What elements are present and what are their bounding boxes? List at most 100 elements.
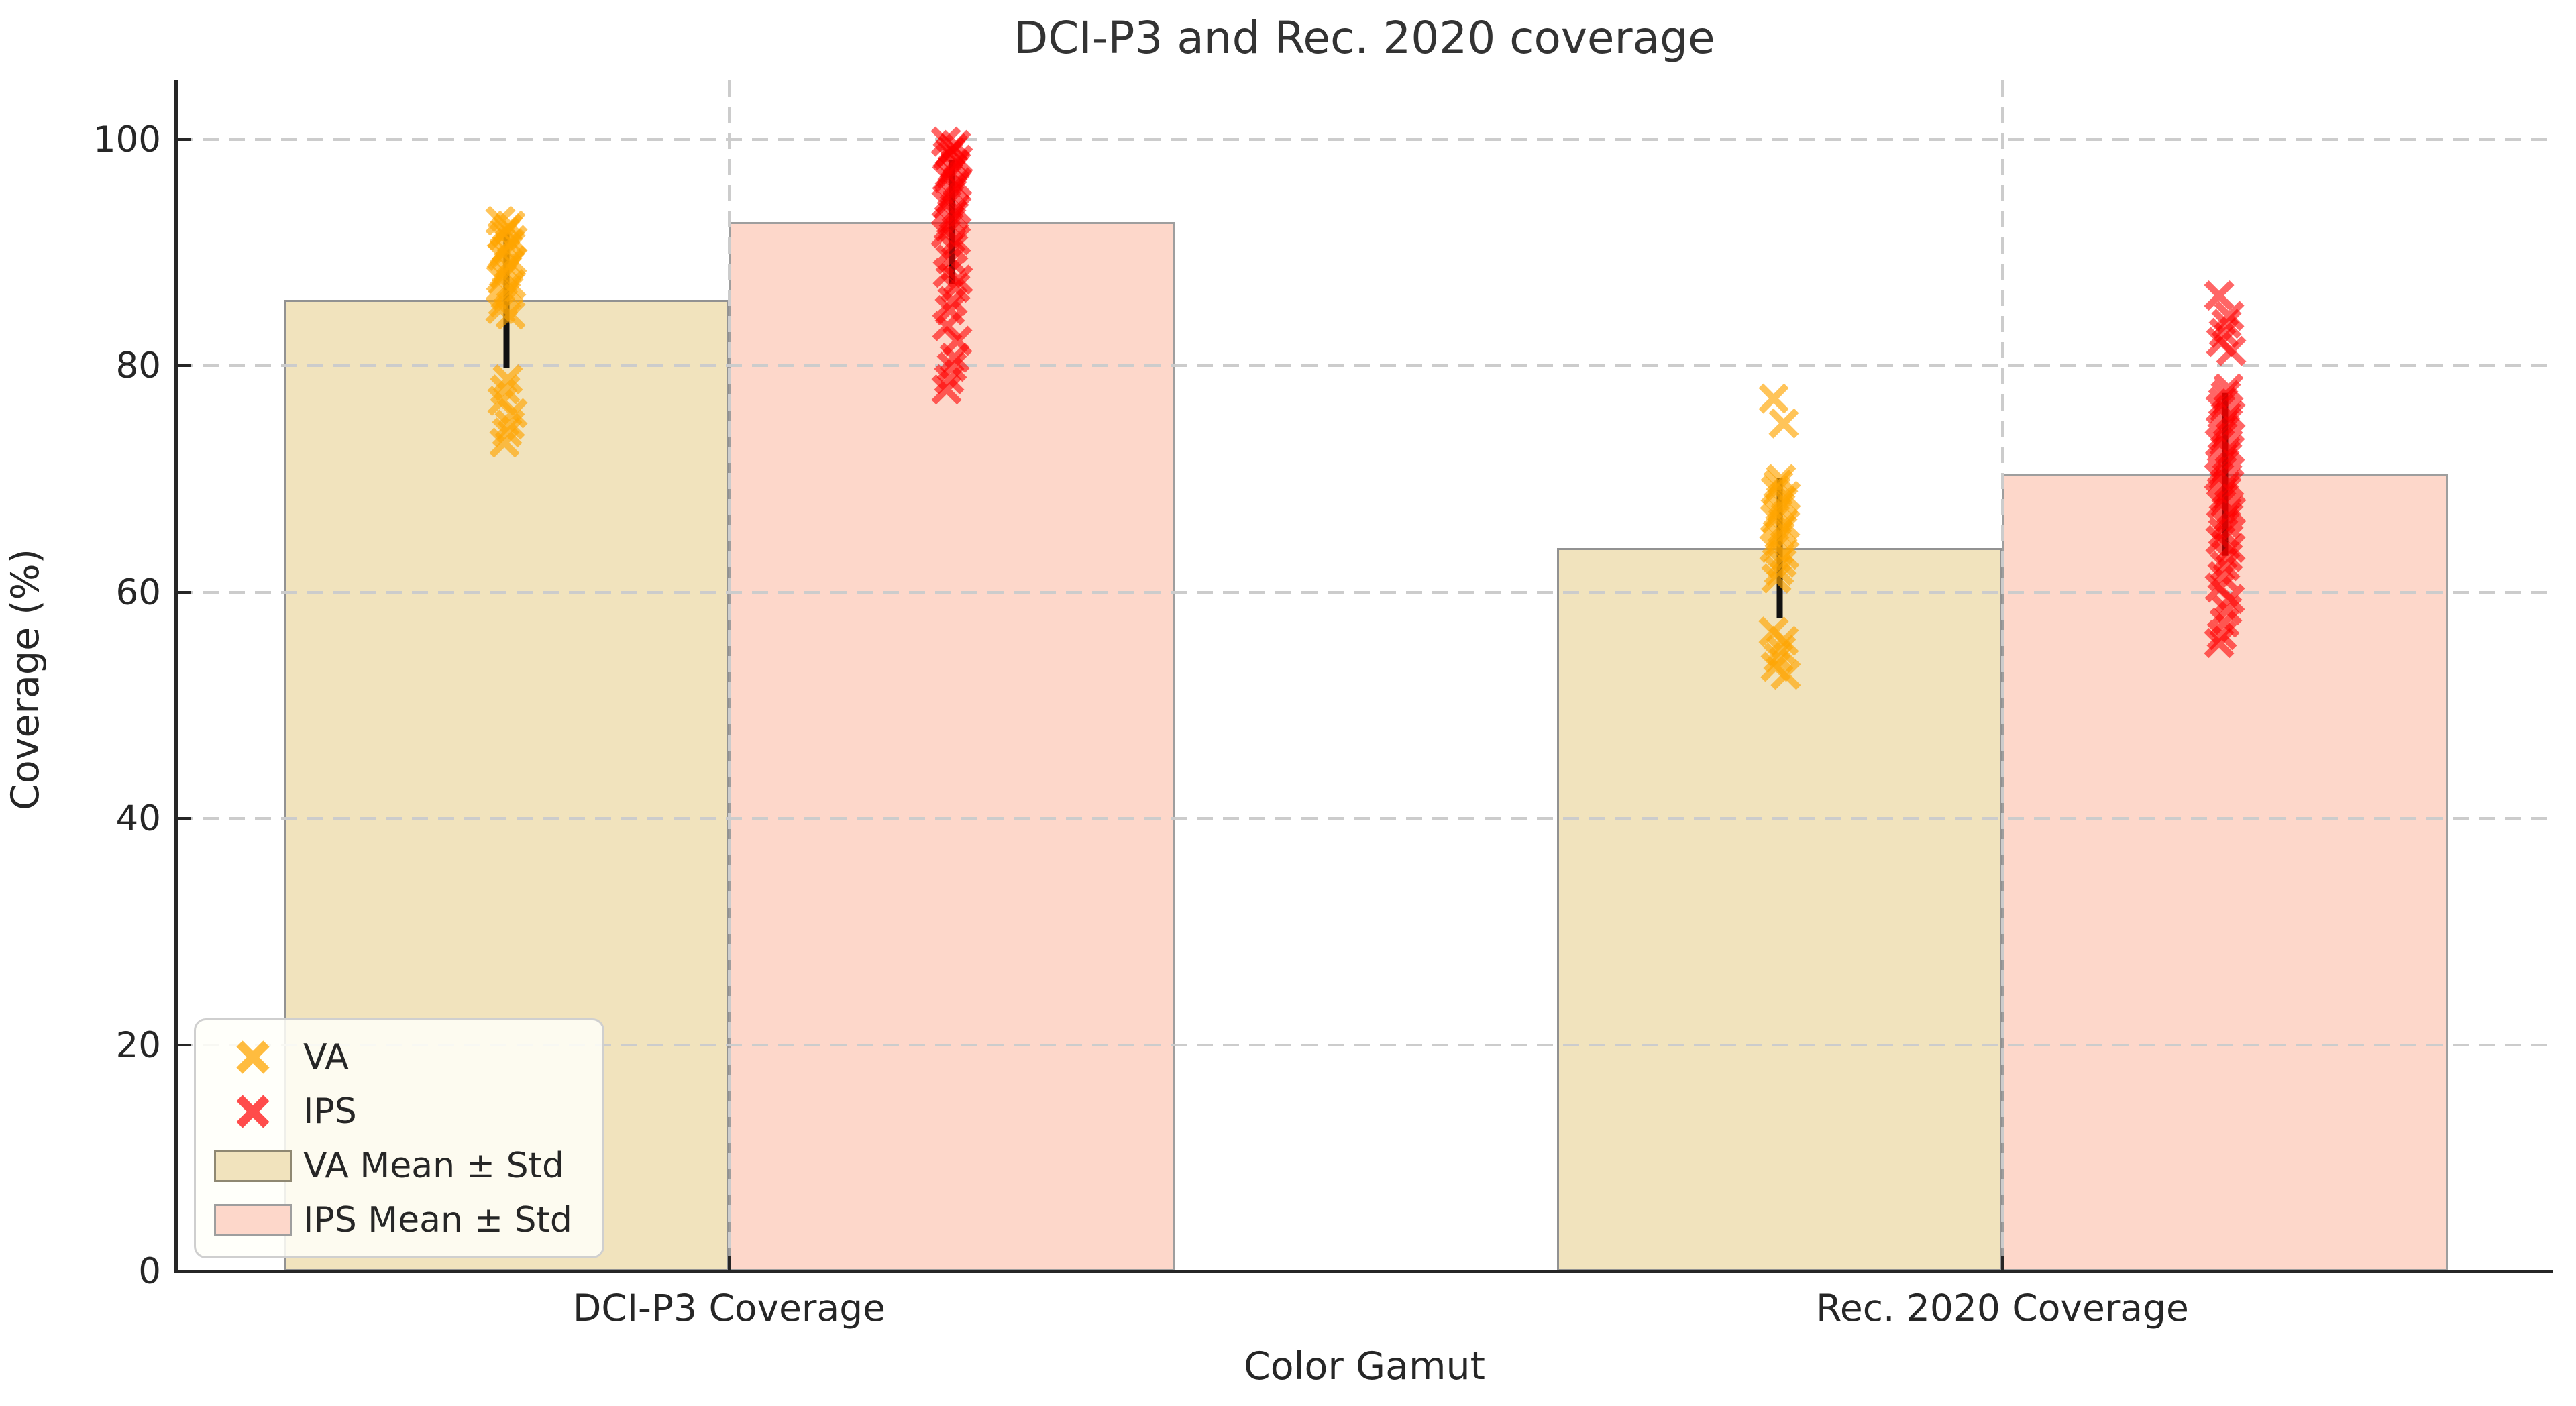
- data-point-va: [487, 220, 518, 251]
- data-point-ips: [942, 167, 973, 198]
- data-point-ips: [2214, 434, 2245, 465]
- y-tick-label-60: 60: [115, 572, 161, 613]
- data-point-va: [1767, 515, 1798, 545]
- data-point-ips: [934, 158, 965, 188]
- y-tick-mark-80: [176, 364, 191, 368]
- data-point-va: [494, 250, 525, 280]
- data-point-va: [485, 205, 516, 236]
- x-tick-mark-0: [728, 1256, 731, 1271]
- data-point-ips: [936, 177, 967, 208]
- data-point-va: [1766, 464, 1796, 494]
- x-tick-label-1: Rec. 2020 Coverage: [1816, 1287, 2189, 1330]
- data-point-ips: [940, 149, 971, 180]
- y-tick-label-0: 0: [138, 1251, 161, 1292]
- data-point-va: [496, 269, 527, 300]
- y-tick-mark-0: [176, 1270, 191, 1273]
- data-point-va: [489, 236, 520, 267]
- y-tick-mark-20: [176, 1043, 191, 1046]
- mean-bar-ips-1: [2002, 474, 2448, 1271]
- x-tick-label-0: DCI-P3 Coverage: [573, 1287, 885, 1330]
- data-point-ips: [2204, 427, 2235, 458]
- legend-row-va: VA: [203, 1030, 596, 1084]
- data-point-ips: [2210, 414, 2241, 445]
- y-axis-label: Coverage (%): [3, 549, 48, 810]
- data-point-ips: [2215, 400, 2246, 431]
- v-gridline-1: [2001, 80, 2004, 1271]
- data-point-ips: [2205, 393, 2236, 424]
- h-gridline-80: [176, 364, 2553, 368]
- y-tick-label-20: 20: [115, 1024, 161, 1066]
- data-point-ips: [2212, 407, 2243, 438]
- h-gridline-40: [176, 817, 2553, 820]
- x-tick-mark-1: [2001, 1256, 2004, 1271]
- va-mean-swatch-icon: [203, 1149, 303, 1182]
- data-point-va: [1758, 383, 1789, 414]
- data-point-va: [1762, 497, 1793, 529]
- data-point-ips: [935, 136, 966, 167]
- data-point-ips: [2208, 386, 2239, 417]
- data-point-ips: [2214, 301, 2245, 331]
- legend: VA IPS VA Mean ± Std IPS Mean ± Std: [194, 1018, 604, 1258]
- ips-mean-swatch-icon: [203, 1203, 303, 1236]
- h-gridline-20: [176, 1043, 2553, 1046]
- data-point-ips: [2216, 335, 2247, 366]
- data-point-ips: [930, 126, 961, 157]
- y-tick-label-40: 40: [115, 798, 161, 840]
- ips-x-marker-icon: [203, 1090, 303, 1133]
- legend-label-va-mean: VA Mean ± Std: [303, 1145, 565, 1186]
- data-point-ips: [2207, 421, 2238, 451]
- x-axis-label: Color Gamut: [1243, 1344, 1486, 1389]
- data-point-va: [496, 245, 527, 276]
- y-tick-label-80: 80: [115, 345, 161, 387]
- data-point-va: [1770, 508, 1801, 539]
- y-tick-label-100: 100: [93, 119, 161, 160]
- legend-row-va-mean: VA Mean ± Std: [203, 1139, 596, 1193]
- data-point-va: [492, 233, 523, 264]
- data-point-va: [486, 240, 517, 272]
- data-point-va: [493, 274, 524, 305]
- legend-label-ips: IPS: [303, 1091, 357, 1132]
- data-point-va: [1768, 408, 1799, 439]
- chart-title: DCI-P3 and Rec. 2020 coverage: [1014, 12, 1715, 64]
- data-point-ips: [2213, 373, 2244, 404]
- data-point-ips: [943, 144, 973, 175]
- data-point-va: [495, 210, 526, 241]
- data-point-ips: [2211, 309, 2242, 339]
- v-gridline-0: [728, 80, 731, 1271]
- legend-row-ips: IPS: [203, 1085, 596, 1138]
- data-point-va: [1770, 480, 1801, 511]
- data-point-va: [1763, 469, 1794, 500]
- data-point-va: [486, 263, 517, 294]
- y-tick-mark-40: [176, 817, 191, 820]
- data-point-va: [1768, 486, 1799, 517]
- legend-row-ips-mean: IPS Mean ± Std: [203, 1193, 596, 1247]
- legend-label-ips-mean: IPS Mean ± Std: [303, 1199, 572, 1240]
- legend-label-va: VA: [303, 1036, 349, 1077]
- data-point-va: [1765, 492, 1796, 523]
- h-gridline-60: [176, 590, 2553, 594]
- mean-bar-ips-0: [729, 221, 1175, 1271]
- y-tick-mark-60: [176, 590, 191, 594]
- data-point-ips: [2206, 327, 2237, 358]
- data-point-va: [1760, 503, 1790, 534]
- data-point-ips: [931, 188, 962, 219]
- data-point-va: [490, 217, 521, 248]
- va-x-marker-icon: [203, 1036, 303, 1079]
- data-point-va: [494, 228, 525, 259]
- data-point-va: [492, 213, 523, 244]
- mean-bar-va-1: [1557, 547, 2002, 1271]
- data-point-va: [491, 254, 522, 285]
- data-point-ips: [937, 154, 968, 184]
- data-point-va: [1764, 520, 1795, 551]
- data-point-ips: [2208, 317, 2239, 348]
- data-point-va: [1760, 475, 1791, 506]
- data-point-ips: [932, 162, 963, 193]
- data-point-ips: [932, 140, 963, 170]
- data-point-ips: [2212, 441, 2243, 472]
- data-point-ips: [2209, 447, 2240, 478]
- data-point-ips: [2210, 380, 2241, 411]
- data-point-va: [497, 225, 528, 256]
- h-gridline-100: [176, 138, 2553, 141]
- x-axis-spine: [174, 1270, 2553, 1273]
